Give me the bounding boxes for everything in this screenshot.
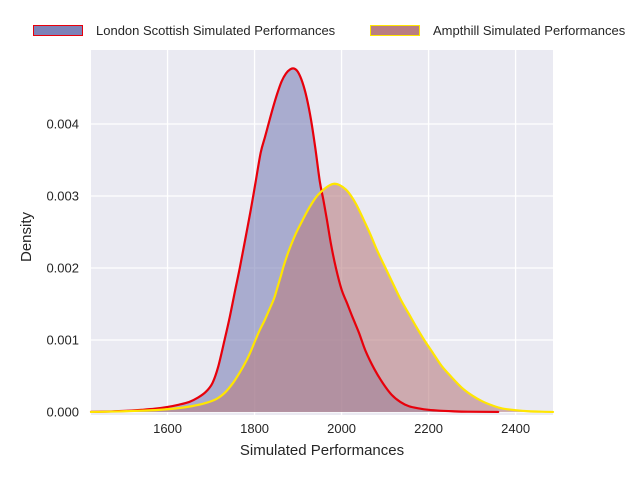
y-tick-label: 0.000 [46,405,79,420]
x-axis-label: Simulated Performances [240,442,404,459]
x-tick-label: 1800 [240,421,269,436]
legend-entry-london-scottish: London Scottish Simulated Performances [33,22,335,38]
legend-entry-ampthill: Ampthill Simulated Performances [370,22,625,38]
y-tick-label: 0.004 [46,117,79,132]
series-line-ampthill [89,182,555,414]
series-line-london-scottish [89,67,500,414]
x-tick-label: 2200 [414,421,443,436]
y-axis-label: Density [18,211,35,262]
y-tick-label: 0.002 [46,261,79,276]
series-fill-ampthill [91,183,553,412]
x-tick-label: 2400 [501,421,530,436]
y-tick-label: 0.003 [46,189,79,204]
x-tick-label: 2000 [327,421,356,436]
legend-label: Ampthill Simulated Performances [433,22,626,38]
x-tick-label: 1600 [153,421,182,436]
legend-swatch-ampthill [370,24,420,36]
y-tick-label: 0.001 [46,333,79,348]
legend-label: London Scottish Simulated Performances [96,22,336,38]
legend-swatch-london-scottish [33,24,83,36]
